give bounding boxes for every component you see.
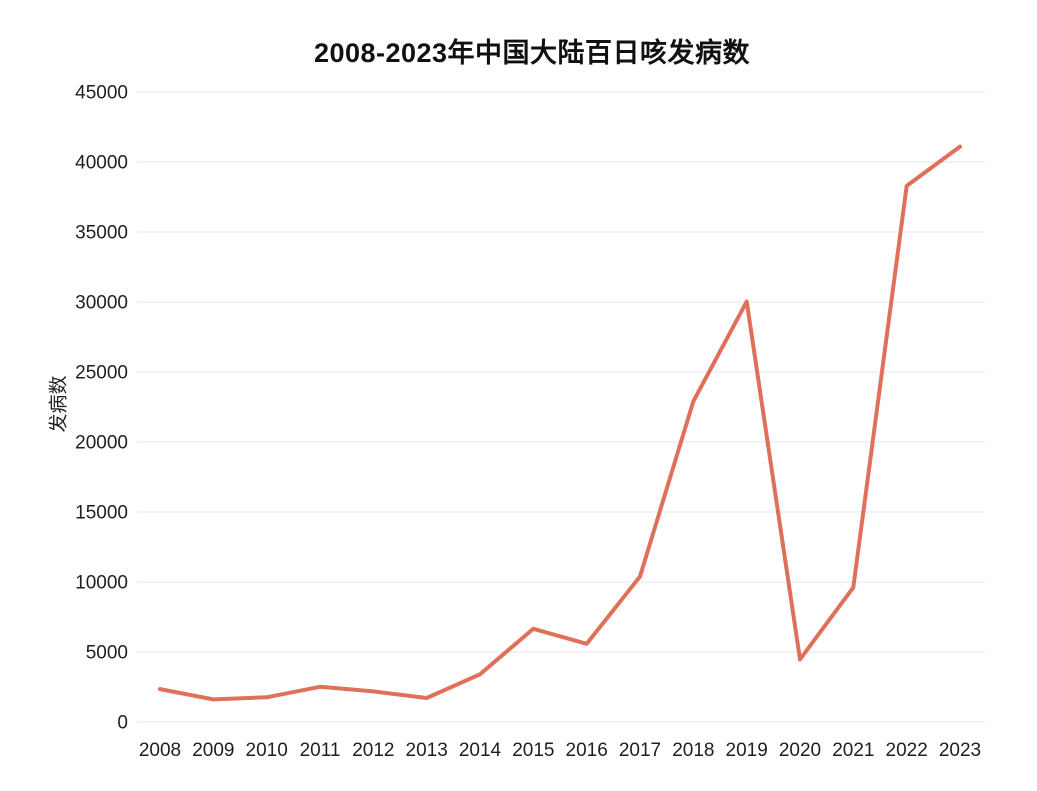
y-tick-label: 45000	[75, 83, 128, 104]
x-tick-label: 2015	[512, 740, 554, 761]
data-line	[158, 144, 962, 702]
x-tick-label: 2009	[192, 740, 234, 761]
x-tick-label: 2008	[139, 740, 181, 761]
x-tick-label: 2020	[779, 740, 821, 761]
y-tick-label: 5000	[86, 643, 128, 664]
x-tick-label: 2012	[352, 740, 394, 761]
y-tick-label: 25000	[75, 363, 128, 384]
y-tick-label: 20000	[75, 433, 128, 454]
x-tick-label: 2017	[619, 740, 661, 761]
x-tick-label: 2016	[566, 740, 608, 761]
x-tick-label: 2021	[832, 740, 874, 761]
chart-title: 2008-2023年中国大陆百日咳发病数	[313, 38, 751, 68]
x-tick-label: 2011	[300, 740, 341, 761]
x-tick-label: 2018	[672, 740, 714, 761]
y-tick-label: 35000	[75, 223, 128, 244]
y-tick-label: 10000	[75, 573, 128, 594]
x-tick-label: 2022	[886, 740, 928, 761]
x-tick-label: 2019	[726, 740, 768, 761]
x-tick-label: 2014	[459, 740, 502, 761]
x-tick-label: 2023	[939, 740, 981, 761]
y-tick-label: 30000	[75, 293, 128, 314]
x-tick-label: 2013	[406, 740, 448, 761]
y-tick-label: 15000	[75, 503, 128, 524]
x-tick-label: 2010	[246, 740, 288, 761]
y-tick-label: 0	[117, 713, 128, 734]
y-tick-label: 40000	[75, 153, 128, 174]
